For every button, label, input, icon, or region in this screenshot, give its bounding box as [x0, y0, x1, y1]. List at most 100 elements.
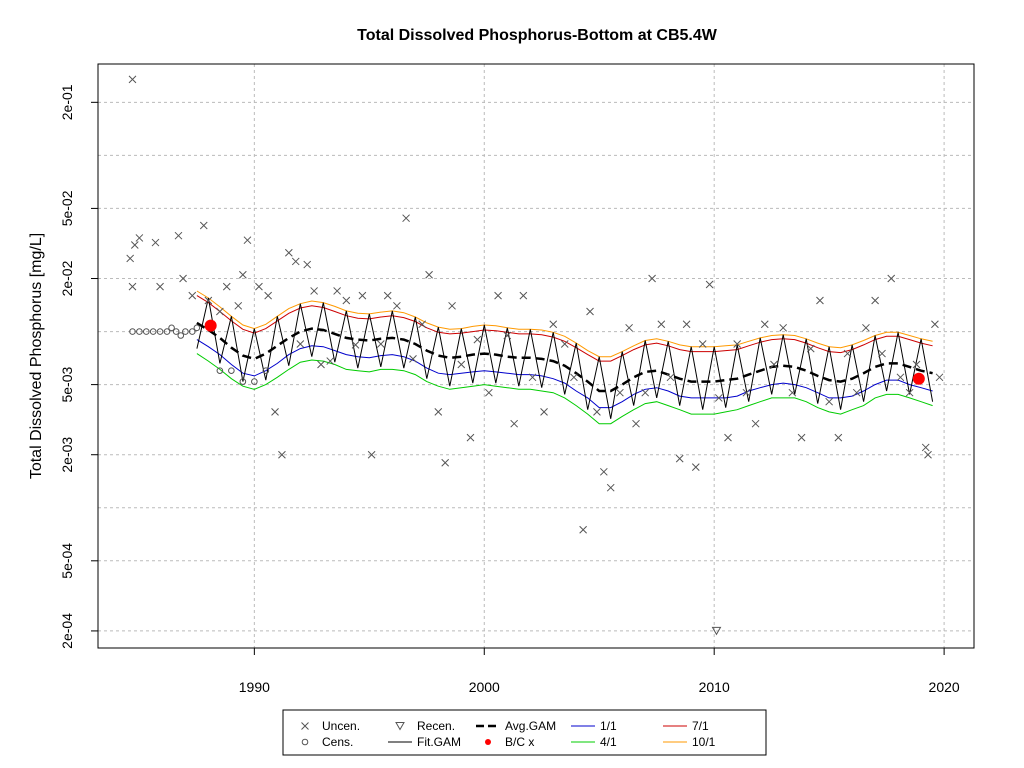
uncensored-point: [666, 373, 675, 382]
legend-symbol-B-C-x: [485, 739, 491, 745]
grid-lines: [98, 64, 974, 648]
uncensored-point: [510, 419, 519, 428]
uncensored-point: [878, 349, 886, 358]
uncensored-point: [935, 373, 944, 382]
uncensored-point: [393, 301, 401, 310]
uncensored-point: [402, 214, 410, 223]
y-tick-label-5e-02: 5e-02: [59, 190, 75, 226]
uncensored-point: [924, 450, 932, 459]
uncensored-point: [733, 340, 742, 348]
uncensored-point: [896, 373, 905, 382]
uncensored-point: [770, 360, 778, 369]
axes-group: 1990 2000 2010 2020 2e-04 5e-04 2e-03 5e-03 2e-0…: [59, 84, 960, 695]
uncensored-point: [216, 307, 224, 316]
legend-box: [282, 709, 767, 756]
uncensored-point: [931, 320, 939, 329]
uncensored-point: [657, 320, 666, 329]
uncensored-point: [234, 301, 243, 310]
uncensored-point: [466, 433, 475, 442]
uncensored-point: [130, 241, 139, 249]
uncensored-point: [632, 419, 640, 428]
y-tick-label-5e-04: 5e-04: [59, 543, 75, 579]
uncensored-point: [751, 419, 760, 428]
uncensored-point: [862, 323, 870, 332]
uncensored-point: [599, 467, 608, 476]
uncensored-point: [457, 360, 466, 369]
censored-point: [239, 378, 247, 385]
uncensored-point: [284, 248, 293, 257]
uncensored-point: [760, 320, 769, 329]
uncensored-point: [243, 236, 252, 245]
legend-label-B-C-x: B/C x: [505, 735, 534, 749]
uncensored-point: [128, 282, 137, 291]
censored-point: [228, 367, 235, 374]
censored-point: [216, 367, 224, 374]
series-line-4-1: [196, 353, 933, 425]
x-tick-label-1990: 1990: [239, 679, 270, 695]
uncensored-point: [579, 525, 587, 534]
chart-title: Total Dissolved Phosphorus-Bottom at CB5…: [357, 27, 718, 44]
legend-label-Uncen-: Uncen.: [322, 719, 360, 733]
uncensored-point: [648, 274, 656, 283]
censored-point: [177, 332, 185, 339]
uncensored-point: [905, 388, 914, 397]
uncensored-point: [788, 388, 797, 397]
series-line-1-1: [196, 339, 933, 409]
uncensored-point: [188, 291, 197, 300]
uncensored-point: [151, 238, 160, 247]
y-tick-label-2e-04: 2e-04: [59, 613, 75, 649]
uncensored-point: [351, 341, 360, 349]
legend-label-4-1: 4/1: [600, 735, 617, 749]
uncensored-point: [887, 274, 896, 283]
legend-label-Cens-: Cens.: [322, 735, 353, 749]
uncensored-point: [326, 357, 335, 365]
legend-label-7-1: 7/1: [692, 719, 709, 733]
censored-point: [193, 324, 201, 332]
censored-point: [142, 328, 150, 335]
uncensored-point: [238, 270, 247, 279]
uncensored-point: [519, 291, 528, 300]
uncensored-point: [448, 301, 456, 310]
censored-point: [136, 328, 143, 335]
uncensored-point: [797, 433, 806, 442]
uncensored-point: [724, 433, 732, 442]
uncensored-point: [871, 296, 879, 305]
uncensored-point: [843, 349, 852, 358]
legend-label-Recen-: Recen.: [417, 719, 455, 733]
uncensored-point: [418, 320, 427, 329]
uncensored-point: [441, 458, 450, 467]
uncensored-point: [434, 408, 443, 416]
censored-point: [262, 367, 270, 374]
uncensored-point: [128, 75, 137, 84]
legend-label-Avg-GAM: Avg.GAM: [505, 719, 556, 733]
uncensored-point: [126, 254, 135, 263]
censored-point: [172, 328, 180, 335]
censored-point: [251, 378, 258, 385]
recensored-point: [711, 626, 722, 636]
legend-label-Fit-GAM: Fit.GAM: [417, 735, 461, 749]
uncensored-point: [616, 388, 624, 397]
x-tick-label-2010: 2010: [699, 679, 730, 695]
plot-frame: [97, 63, 975, 649]
uncensored-point: [485, 388, 493, 397]
legend-symbol-Recen-: [395, 722, 405, 731]
uncensored-point: [606, 483, 615, 492]
uncensored-point: [806, 344, 815, 353]
uncensored-point: [358, 291, 367, 300]
uncensored-point: [528, 373, 537, 382]
uncensored-point: [383, 291, 392, 300]
uncensored-point: [698, 340, 707, 348]
legend-symbol-Uncen-: [301, 722, 309, 730]
uncensored-point: [179, 274, 187, 283]
uncensored-point: [222, 282, 231, 291]
x-tick-label-2000: 2000: [469, 679, 500, 695]
uncensored-point: [367, 450, 376, 459]
uncensored-point: [816, 296, 824, 305]
legend-symbol-Cens-: [301, 738, 309, 746]
y-tick-label-2e-01: 2e-01: [59, 84, 75, 120]
uncensored-point: [503, 331, 512, 340]
censored-point: [163, 328, 171, 335]
censored-point: [156, 328, 164, 335]
uncensored-point: [264, 291, 272, 300]
censored-point: [129, 328, 136, 335]
